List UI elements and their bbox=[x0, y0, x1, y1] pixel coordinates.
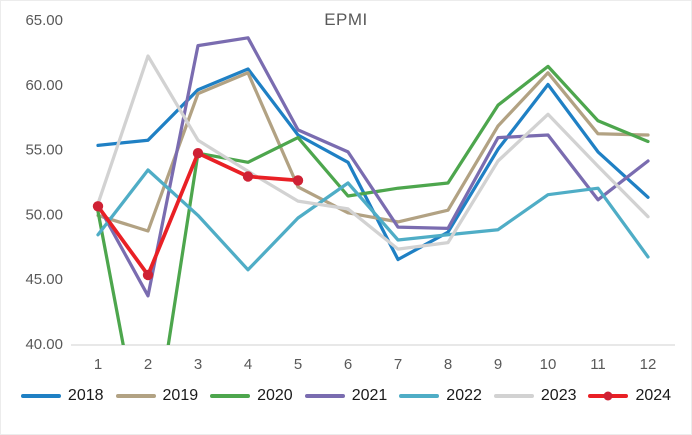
legend-item-2019[interactable]: 2019 bbox=[115, 387, 199, 404]
legend-item-2023[interactable]: 2023 bbox=[493, 387, 577, 404]
y-tick-label: 60.00 bbox=[25, 77, 63, 94]
series-line-2020[interactable] bbox=[96, 64, 650, 435]
legend-swatch-2020 bbox=[210, 394, 251, 398]
x-tick-label: 6 bbox=[344, 356, 352, 373]
y-tick-label: 55.00 bbox=[25, 142, 63, 159]
legend-swatch-2019 bbox=[115, 394, 156, 398]
series-line-2023[interactable] bbox=[96, 54, 650, 251]
data-point-marker-2024[interactable] bbox=[92, 201, 104, 212]
data-point-marker-2024[interactable] bbox=[142, 269, 154, 281]
series-line-2021[interactable] bbox=[96, 36, 650, 298]
legend-swatch-2022 bbox=[399, 394, 440, 398]
legend-swatch-2023 bbox=[493, 394, 534, 398]
y-tick-label: 40.00 bbox=[25, 336, 63, 353]
x-tick-label: 7 bbox=[394, 356, 402, 373]
series-line-2019[interactable] bbox=[96, 71, 650, 233]
chart-title: EPMI bbox=[324, 10, 368, 29]
legend-label-2022: 2022 bbox=[446, 387, 482, 404]
x-tick-label: 3 bbox=[194, 356, 202, 373]
legend-label-2018: 2018 bbox=[67, 387, 104, 404]
legend-label-2019: 2019 bbox=[162, 387, 199, 404]
x-tick-label: 8 bbox=[444, 356, 452, 373]
x-tick-label: 5 bbox=[294, 356, 302, 373]
legend-swatch-2018 bbox=[20, 394, 61, 398]
y-tick-label: 45.00 bbox=[25, 271, 63, 288]
legend-swatch-2021 bbox=[304, 394, 345, 398]
data-point-marker-2024[interactable] bbox=[192, 148, 204, 159]
y-tick-label: 50.00 bbox=[25, 206, 63, 223]
x-tick-label: 10 bbox=[540, 356, 557, 373]
legend-item-2020[interactable]: 2020 bbox=[210, 388, 293, 404]
legend-swatch-2024 bbox=[588, 391, 629, 401]
data-point-marker-2024[interactable] bbox=[242, 171, 254, 182]
series-line-2022[interactable] bbox=[96, 168, 650, 272]
legend-marker-dot bbox=[603, 391, 613, 401]
legend-item-2018[interactable]: 2018 bbox=[20, 387, 104, 404]
legend-item-2021[interactable]: 2021 bbox=[304, 387, 388, 404]
x-tick-label: 2 bbox=[144, 356, 152, 373]
x-tick-label: 9 bbox=[494, 356, 502, 373]
x-tick-label: 11 bbox=[590, 356, 606, 373]
chart-legend: 2018 2019 2020 2021 2022 2023 2024 bbox=[1, 388, 691, 404]
y-tick-label: 65.00 bbox=[25, 12, 63, 29]
legend-item-2024[interactable]: 2024 bbox=[588, 388, 671, 404]
legend-label-2020: 2020 bbox=[257, 387, 293, 404]
legend-label-2024: 2024 bbox=[635, 387, 672, 404]
x-tick-label: 12 bbox=[640, 356, 657, 373]
legend-label-2023: 2023 bbox=[540, 387, 577, 404]
legend-label-2021: 2021 bbox=[351, 387, 388, 404]
data-point-marker-2024[interactable] bbox=[292, 175, 304, 186]
x-tick-label: 4 bbox=[244, 356, 252, 373]
x-tick-label: 1 bbox=[94, 356, 102, 373]
legend-item-2022[interactable]: 2022 bbox=[399, 388, 482, 404]
